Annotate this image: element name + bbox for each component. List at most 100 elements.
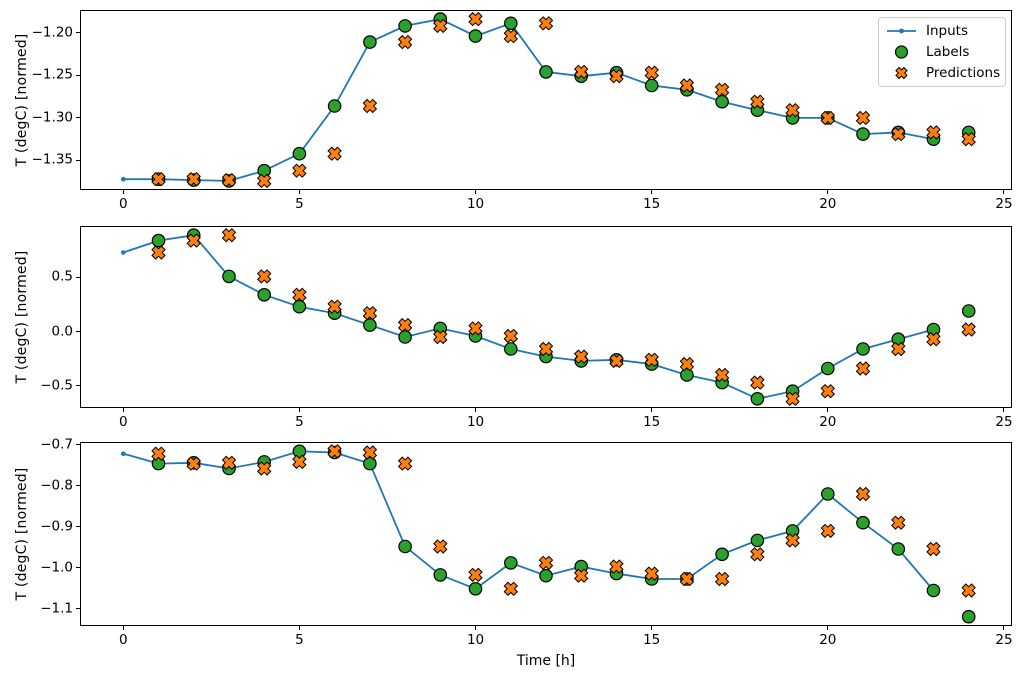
predictions-marker [750,547,765,562]
labels-marker [891,542,906,556]
y-tick [76,276,80,278]
y-tick [76,444,80,446]
y-tick [76,74,80,76]
labels-marker [257,288,271,302]
labels-marker [856,127,870,141]
inputs-point [121,176,126,182]
x-tick-label: 10 [466,196,485,212]
predictions-marker [855,361,871,376]
predictions-marker [573,64,589,80]
y-tick [76,117,80,119]
y-tick [76,485,80,487]
x-tick [298,626,300,630]
predictions-marker [926,125,941,140]
labels-marker [398,330,412,344]
predictions-marker [750,94,765,109]
predictions-marker [573,349,589,364]
labels-marker [363,456,377,471]
predictions-marker [609,353,624,369]
predictions-marker [503,28,519,44]
labels-marker [750,533,765,548]
y-tick-label: 0.5 [51,268,73,285]
legend-item-inputs: Inputs [886,21,998,42]
y-tick [76,385,80,387]
predictions-marker [433,329,448,345]
x-tick-label: 15 [643,632,661,648]
labels-marker [257,163,271,178]
x-tick [651,626,653,630]
y-tick-label: −1.35 [31,151,73,168]
x-axis-label: Time [h] [516,653,576,669]
predictions-marker [503,328,519,344]
labels-marker [539,568,553,583]
labels-marker [503,16,518,31]
predictions-marker [644,566,659,581]
y-tick [76,526,80,528]
predictions-marker [855,110,871,126]
x-tick [1003,408,1005,412]
predictions-marker [644,352,659,368]
predictions-marker [785,533,800,548]
x-tick [651,190,653,194]
predictions-marker [679,78,695,93]
subplot-2 [80,226,1012,408]
labels-marker [856,515,870,530]
predictions-marker [151,171,166,187]
subplot-3 [80,442,1012,626]
inputs-line [123,234,934,400]
x-tick [298,408,300,412]
x-tick-label: 0 [118,632,128,648]
subplot-1 [80,10,1012,190]
x-tick [1003,626,1005,630]
x-tick-label: 5 [295,414,304,430]
predictions-marker [609,68,624,84]
predictions-marker [820,523,836,539]
x-tick [651,408,653,412]
y-tick [76,159,80,161]
predictions-marker [891,515,906,530]
x-tick-label: 5 [295,632,304,648]
x-tick [122,190,124,194]
predictions-marker [538,16,554,31]
labels-marker [750,392,765,406]
y-tick-label: −1.0 [40,559,73,576]
labels-marker [222,269,236,284]
labels-marker [327,99,342,113]
predictions-marker [362,305,378,321]
labels-marker [398,19,412,33]
predictions-marker [961,583,976,598]
predictions-marker [855,486,871,502]
x-tick-label: 0 [118,196,128,212]
y-axis-label-subplot-1: T (degC) [normed] [14,33,30,167]
inputs-line [123,450,935,592]
predictions-marker [714,571,730,587]
predictions-marker [785,391,800,407]
predictions-marker [327,299,342,314]
inputs-line [123,18,934,182]
x-tick [827,408,829,412]
predictions-marker [221,172,237,188]
y-tick [76,32,80,34]
legend-line-dot-icon [887,28,916,34]
predictions-marker [256,461,272,476]
labels-marker [363,318,377,332]
labels-marker [433,568,448,582]
y-tick-label: −0.7 [40,436,73,453]
y-tick-label: −1.1 [40,600,73,617]
predictions-marker [186,171,201,187]
predictions-marker [644,65,659,80]
predictions-marker [714,367,730,383]
predictions-marker [186,233,201,248]
subplot-1-plot-area [121,11,976,189]
labels-marker [398,539,412,554]
legend-item-predictions: Predictions [886,62,1000,83]
predictions-marker [397,34,413,50]
x-tick-label: 0 [118,414,128,430]
x-tick [475,408,477,412]
predictions-marker [433,18,448,34]
x-tick-label: 25 [995,632,1013,648]
labels-marker [292,299,307,314]
predictions-marker [397,317,413,333]
predictions-marker [151,446,166,461]
